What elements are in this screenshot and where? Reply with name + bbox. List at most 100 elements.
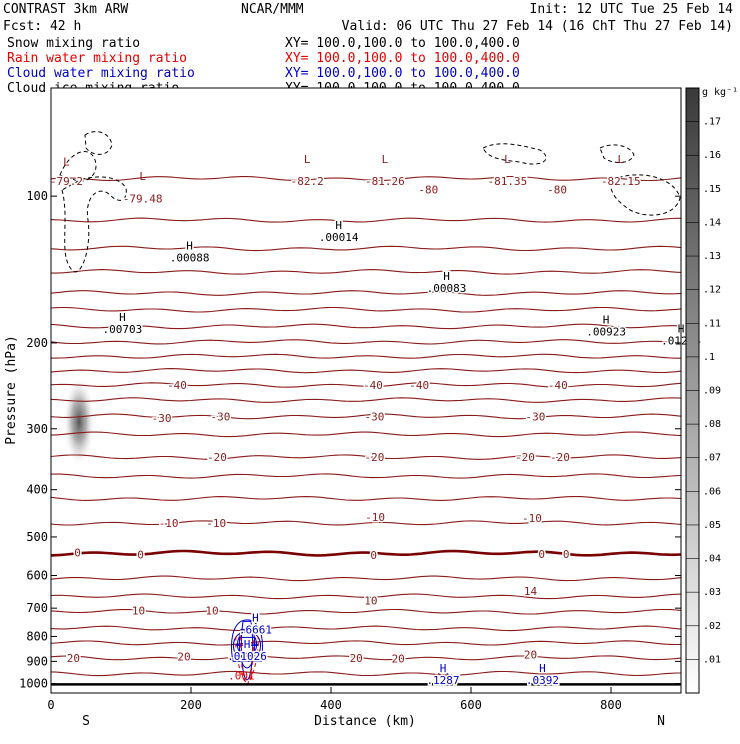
colorbar-tick-label: .16 [703,150,721,161]
field-label-snow: Snow mixing ratio [7,36,140,51]
isotherm-label: 20 [177,651,190,664]
isotherm-label: -30 [525,410,545,423]
snow-max-value: .00088 [170,252,210,265]
y-tick-label: 600 [26,569,48,583]
isotherm-label: 0 [74,546,81,559]
colorbar-tick-label: .02 [703,621,721,632]
isotherm-label: 10 [132,605,145,618]
temperature-low-marker: L [139,170,146,183]
colorbar-unit: g kg⁻¹ [702,87,738,98]
colorbar-tick-label: .03 [703,587,721,598]
y-tick-label: 500 [26,530,48,544]
colorbar-tick-label: .06 [703,486,721,497]
y-tick-label: 300 [26,422,48,436]
temperature-low-marker: L [382,153,389,166]
isotherm [51,520,681,526]
isotherm-label: -30 [364,410,384,423]
field-xy-rain: XY= 100.0,100.0 to 100.0,400.0 [285,51,520,66]
temperature-low-marker: L [617,153,624,166]
snow-max-marker: H [335,219,342,232]
cloud-water-contour [238,628,256,669]
cloud-ice-contour [84,131,113,155]
isotherm-label: 0 [137,548,144,561]
cloud-water-contour [240,620,254,681]
isotherm-label: -40 [167,379,187,392]
isotherm [51,431,681,438]
y-tick-label: 400 [26,483,48,497]
isotherm-label: -30 [210,410,230,423]
cloud-ice-contour [599,144,635,163]
colorbar-tick-label: .13 [703,251,721,262]
snow-max-value: .00083 [427,282,467,295]
cloud-water-contour [231,619,263,662]
isotherm [51,368,681,374]
colorbar-tick-label: .11 [703,318,721,329]
isotherm [51,575,681,582]
isotherm-label: -20 [550,451,570,464]
isotherm-label: -20 [515,451,535,464]
cloud-ice-contour [61,176,127,273]
plot-frame [50,87,682,694]
header-model-title: CONTRAST 3km ARW [3,2,128,17]
isotherm [51,290,681,296]
snow-max-value: .00014 [319,231,359,244]
isotherm-label: -40 [548,379,568,392]
isotherm [51,495,681,501]
isotherm-label: 0 [538,548,545,561]
isotherm [51,382,681,388]
y-tick-label: 900 [26,654,48,668]
isotherm-label: -40 [409,379,429,392]
isotherm [51,473,681,479]
field-xy-cloud-water: XY= 100.0,100.0 to 100.0,400.0 [285,66,520,81]
cloud-ice-contour [610,174,681,216]
isotherm [51,608,681,615]
cloud-water-max-value: .0392 [526,674,559,687]
y-axis-title: Pressure (hPa) [4,335,19,445]
cloud-ice-contour [482,143,547,165]
isotherm [51,655,681,661]
snow-max-marker: H [186,240,193,253]
colorbar-tick-label: .17 [703,117,721,128]
temperature-low-marker: L [63,156,70,169]
snow-max-marker: H [603,313,610,326]
isotherm-label: 20 [67,652,80,665]
isotherm [51,323,681,330]
isotherm-label: -20 [364,451,384,464]
cloud-ice-contour [59,151,97,182]
colorbar-tick-label: .08 [703,419,721,430]
isotherm-label: -80 [547,184,567,197]
cloud-water-max-marker: H [440,662,447,675]
isotherm-label: -10 [365,511,385,524]
colorbar-tick-label: .01 [703,654,721,665]
isotherm-label: -10 [522,512,542,525]
end-label-south: S [82,714,90,729]
isotherm-label: 10 [364,594,377,607]
isotherm-label: 0 [563,548,570,561]
isotherm-label: -40 [363,379,383,392]
isotherm [51,269,681,275]
isotherm [51,413,681,420]
rain-label: .001 [228,669,255,682]
temperature-low-marker: L [504,153,511,166]
isotherm [51,339,681,345]
colorbar-tick-label: .05 [703,520,721,531]
field-xy-snow: XY= 100.0,100.0 to 100.0,400.0 [285,36,520,51]
cloud-water-max-value: .6661 [239,624,272,637]
y-tick-label: 100 [26,189,48,203]
field-label-rain: Rain water mixing ratio [7,51,187,66]
x-tick-label: 400 [320,698,342,712]
colorbar-tick-label: .14 [703,217,721,228]
colorbar-tick-label: .07 [703,453,721,464]
x-tick-label: 600 [460,698,482,712]
isotherm [51,625,681,632]
isotherm-label: -10 [159,517,179,530]
temperature-low-marker: L [304,153,311,166]
isotherm [51,217,681,223]
isotherm-label: 20 [524,648,537,661]
isotherm-label: 14 [524,585,538,598]
isotherm-label: -81.26 [365,175,405,188]
zero-isotherm [51,549,681,557]
isotherm [51,593,681,600]
isotherm-label: 20 [392,652,405,665]
y-tick-label: 800 [26,629,48,643]
